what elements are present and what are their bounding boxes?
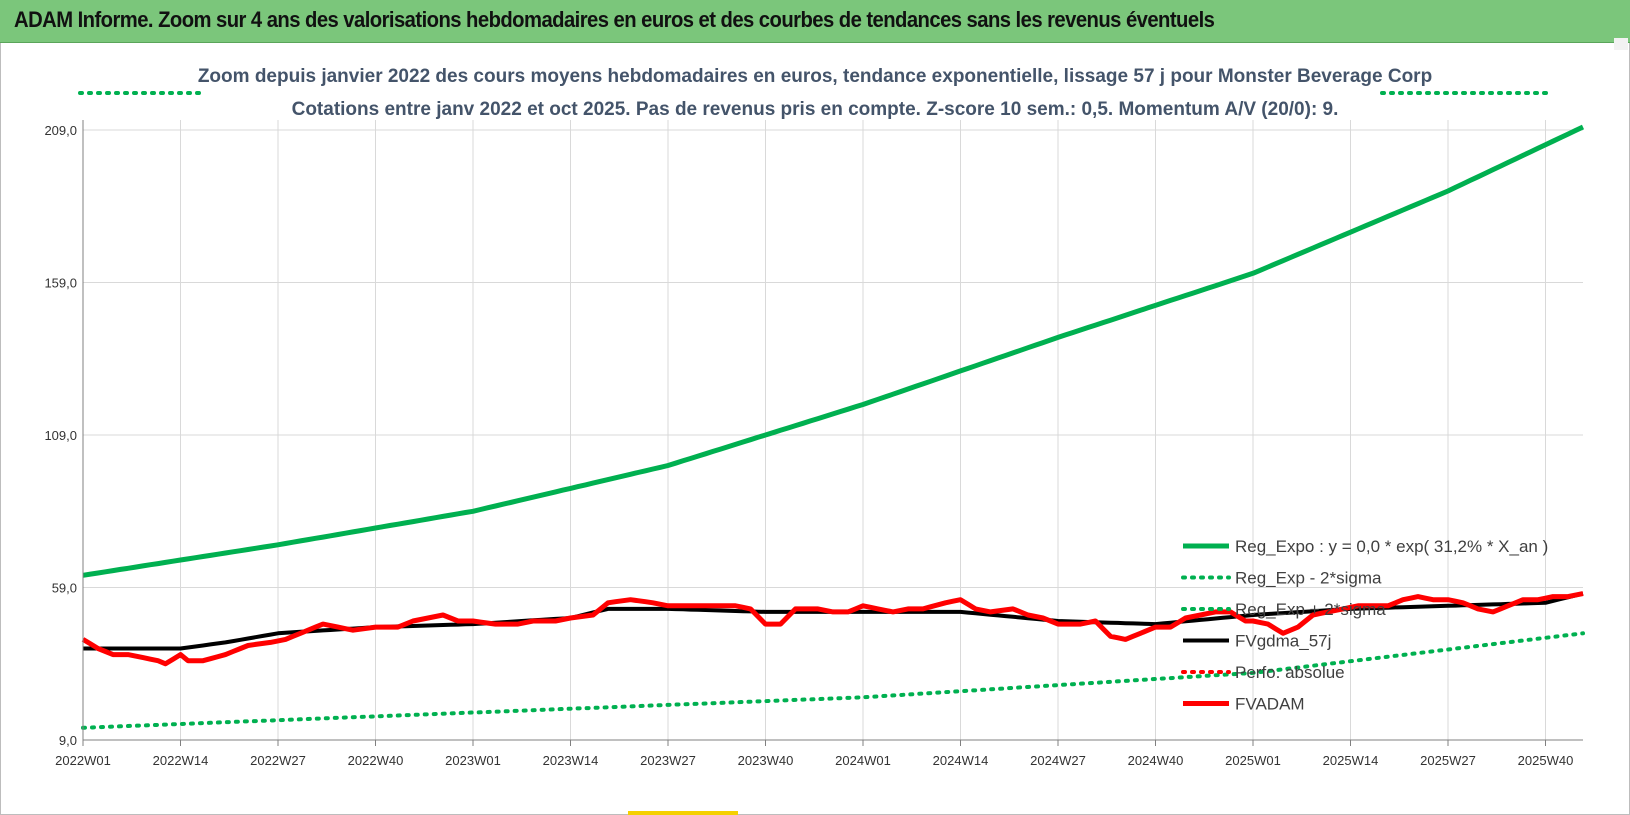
x-tick-label: 2025W01 [1225, 753, 1281, 768]
x-tick-label: 2022W14 [153, 753, 209, 768]
legend-entry: Reg_Exp - 2*sigma [1235, 569, 1382, 588]
y-tick-label: 59,0 [52, 581, 77, 596]
bottom-accent [628, 811, 738, 815]
x-tick-label: 2022W01 [55, 753, 111, 768]
y-tick-label: 109,0 [44, 428, 77, 443]
legend-entry: Reg_Exp + 2*sigma [1235, 600, 1386, 619]
x-tick-label: 2023W01 [445, 753, 501, 768]
banner-title: ADAM Informe. Zoom sur 4 ans des valoris… [14, 7, 1215, 32]
x-tick-label: 2024W40 [1128, 753, 1184, 768]
y-tick-label: 159,0 [44, 276, 77, 291]
x-tick-label: 2025W14 [1323, 753, 1379, 768]
legend-entry: Perfo. absolue [1235, 663, 1345, 682]
grid-layer [82, 120, 1583, 741]
banner-corner [1614, 38, 1628, 50]
x-tick-label: 2023W14 [543, 753, 599, 768]
x-tick-label: 2023W40 [738, 753, 794, 768]
legend: Reg_Expo : y = 0,0 * exp( 31,2% * X_an )… [1181, 537, 1548, 714]
x-tick-label: 2024W27 [1030, 753, 1086, 768]
x-tick-label: 2025W27 [1420, 753, 1476, 768]
series-line-0 [82, 124, 1585, 578]
legend-entry: Reg_Expo : y = 0,0 * exp( 31,2% * X_an ) [1235, 537, 1548, 556]
legend-entry: FVgdma_57j [1235, 632, 1331, 651]
top-banner: ADAM Informe. Zoom sur 4 ans des valoris… [0, 0, 1630, 50]
chart-subtitle: Cotations entre janv 2022 et oct 2025. P… [291, 99, 1339, 120]
legend-entry: FVADAM [1235, 695, 1305, 714]
series-line-1 [81, 631, 1585, 730]
x-tick-label: 2022W27 [250, 753, 306, 768]
series-line-5 [81, 591, 1584, 667]
chart-title: Zoom depuis janvier 2022 des cours moyen… [197, 66, 1433, 87]
x-tick-label: 2024W14 [933, 753, 989, 768]
x-tick-label: 2025W40 [1518, 753, 1574, 768]
y-tick-label: 209,0 [44, 123, 77, 138]
series-layer [78, 91, 1585, 730]
axis-layer: 9,0 59,0 109,0 159,0 209,0 2022W01 2022W14 2022… [44, 120, 1583, 768]
x-tick-label: 2023W27 [640, 753, 696, 768]
x-tick-label: 2022W40 [348, 753, 404, 768]
y-tick-label: 9,0 [59, 733, 77, 748]
x-tick-label: 2024W01 [835, 753, 891, 768]
